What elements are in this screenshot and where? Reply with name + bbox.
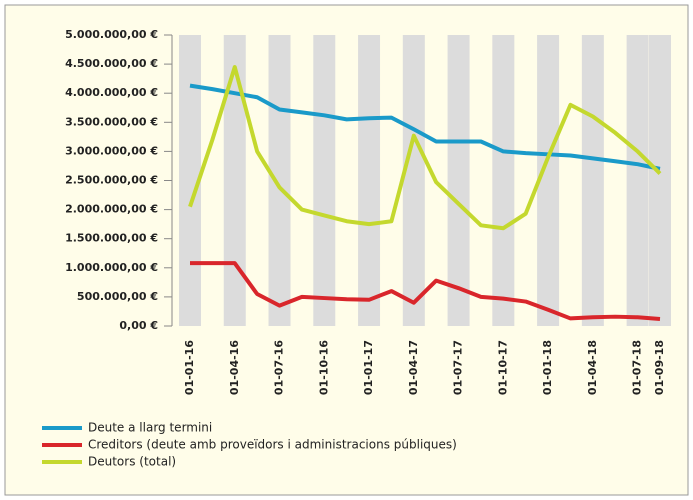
- y-tick-label: 1.000.000,00 €: [65, 261, 158, 274]
- x-tick-label: 01-09-18: [653, 340, 666, 395]
- band: [447, 35, 470, 326]
- band: [649, 35, 671, 326]
- x-tick-label: 01-01-17: [362, 340, 375, 395]
- y-tick-label: 1.500.000,00 €: [65, 232, 158, 245]
- background: [4, 4, 689, 496]
- band: [492, 35, 515, 326]
- band: [537, 35, 560, 326]
- x-tick-label: 01-04-17: [407, 340, 420, 395]
- y-tick-label: 3.500.000,00 €: [65, 115, 158, 128]
- series-line: [188, 65, 662, 231]
- y-tick-label: 0,00 €: [119, 319, 158, 332]
- x-tick-label: 01-04-16: [228, 340, 241, 395]
- y-tick-label: 4.500.000,00 €: [65, 57, 158, 70]
- series-line: [189, 83, 661, 171]
- x-tick-label: 01-04-18: [586, 340, 599, 395]
- legend-label: Deutors (total): [88, 455, 176, 469]
- band: [223, 35, 246, 326]
- legend-label: Deute a llarg termini: [88, 421, 212, 435]
- x-tick-label: 01-07-17: [452, 340, 465, 395]
- band: [402, 35, 425, 326]
- band: [179, 35, 201, 326]
- y-tick-label: 2.500.000,00 €: [65, 174, 158, 187]
- y-tick-label: 2.000.000,00 €: [65, 203, 158, 216]
- legend-label: Creditors (deute amb proveïdors i admini…: [88, 438, 457, 452]
- x-tick-label: 01-10-17: [496, 340, 509, 395]
- y-tick-label: 5.000.000,00 €: [65, 28, 158, 41]
- band: [268, 35, 291, 326]
- x-tick-label: 01-07-18: [631, 340, 644, 395]
- x-tick-label: 01-10-16: [317, 340, 330, 395]
- y-tick-label: 4.000.000,00 €: [65, 86, 158, 99]
- series-line: [190, 261, 661, 322]
- x-tick-label: 01-01-16: [183, 340, 196, 395]
- band: [581, 35, 604, 326]
- band: [358, 35, 381, 326]
- y-tick-label: 500.000,00 €: [77, 290, 158, 303]
- band: [313, 35, 336, 326]
- band: [626, 35, 649, 326]
- y-tick-label: 3.000.000,00 €: [65, 144, 158, 157]
- x-tick-label: 01-07-16: [273, 340, 286, 395]
- x-tick-label: 01-01-18: [541, 340, 554, 395]
